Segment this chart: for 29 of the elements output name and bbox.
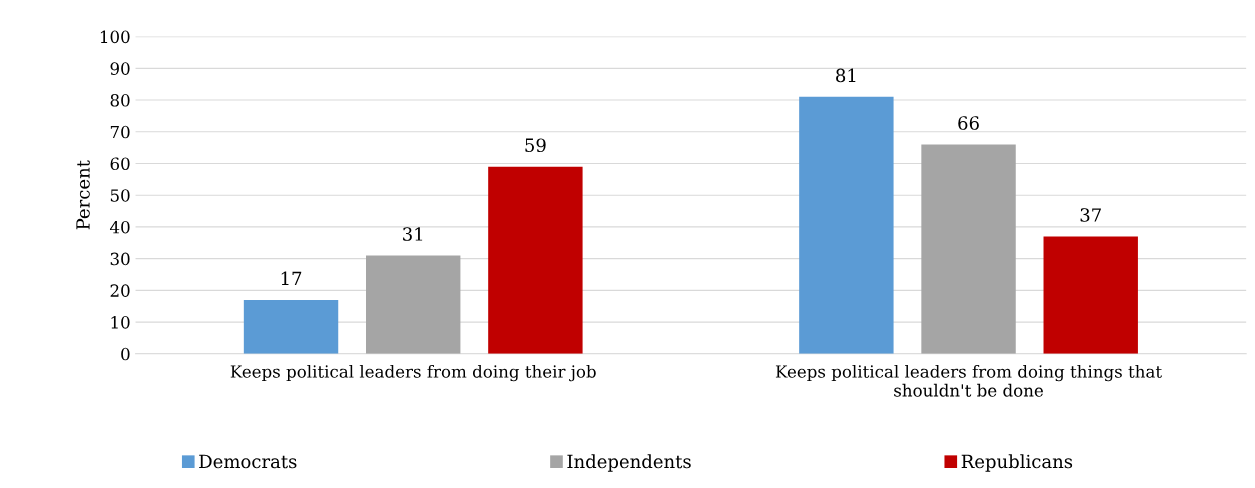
legend-label: Republicans — [961, 454, 1073, 472]
y-axis-title: Percent — [76, 160, 90, 230]
x-tick-label: Keeps political leaders from doing things that shouldn't be done — [775, 364, 1162, 397]
y-tick-label: 50 — [110, 189, 130, 202]
y-tick-label: 40 — [109, 220, 130, 234]
data-label: 17 — [281, 271, 302, 286]
bar — [799, 96, 894, 354]
y-tick-label: 30 — [110, 252, 130, 266]
bar — [921, 144, 1016, 354]
legend-label: Democrats — [199, 454, 297, 469]
y-tick-label: 80 — [110, 94, 130, 107]
y-tick-label: 70 — [110, 125, 130, 139]
data-label: 37 — [1080, 208, 1101, 222]
data-label: 81 — [836, 68, 856, 83]
data-label: 59 — [525, 138, 546, 153]
bar — [1043, 236, 1138, 354]
x-tick-label: Keeps political leaders from doing their job — [230, 364, 596, 382]
y-tick-label: 90 — [110, 62, 130, 75]
bar — [488, 166, 583, 354]
y-tick-label: 100 — [100, 30, 130, 44]
data-label: 66 — [958, 116, 979, 130]
bar — [243, 299, 339, 354]
y-tick-label: 10 — [111, 316, 130, 329]
y-tick-label: 20 — [110, 284, 130, 297]
legend-label: Independents — [567, 454, 691, 472]
data-label: 31 — [403, 227, 423, 241]
y-tick-label: 0 — [121, 347, 130, 361]
y-tick-label: 60 — [110, 157, 130, 171]
bar — [366, 255, 461, 354]
